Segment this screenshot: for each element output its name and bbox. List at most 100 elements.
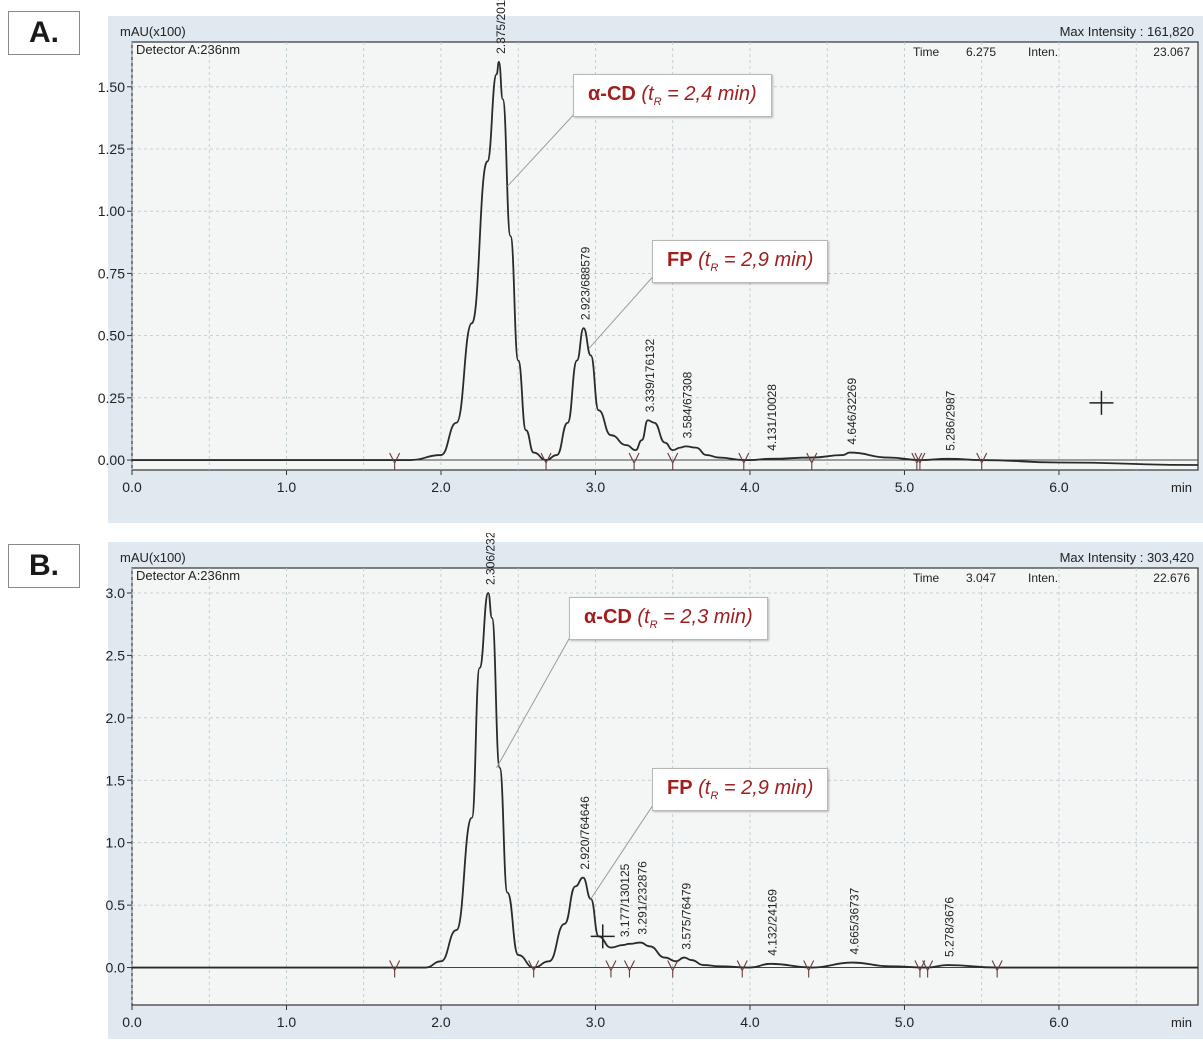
x-tick-label: 2.0 (431, 1014, 451, 1030)
integration-marker (914, 960, 926, 978)
callout-leader-line (496, 629, 575, 769)
integration-marker (806, 452, 818, 471)
x-tick-label: 1.0 (277, 1014, 297, 1030)
integration-marker (667, 452, 679, 471)
integration-marker (738, 452, 750, 471)
callout-tr-label: t (644, 606, 650, 628)
callout-tr-label: t (648, 83, 654, 105)
peak-label: 5.286/2987 (944, 390, 958, 450)
y-axis-unit: mAU(x100) (120, 550, 186, 565)
integration-marker (667, 960, 679, 978)
integration-marker (976, 452, 988, 471)
peak-label: 4.646/32269 (845, 378, 859, 445)
integration-marker (605, 960, 617, 978)
detector-label: Detector A:236nm (136, 568, 240, 583)
callout-leader-line (507, 109, 579, 187)
x-tick-label: 4.0 (740, 479, 760, 495)
inten-value: 23.067 (1153, 45, 1190, 59)
inten-label: Inten. (1028, 571, 1058, 585)
callout-tr-label: t (704, 777, 711, 799)
x-tick-label: 6.0 (1049, 479, 1069, 495)
peak-label: 2.306/2326614 (483, 533, 497, 585)
y-tick-label: 0.5 (106, 897, 126, 913)
crosshair-cursor (1089, 390, 1114, 415)
integration-marker (991, 960, 1003, 978)
panel-label-a: A. (8, 11, 80, 55)
integration-marker (389, 452, 401, 471)
integration-marker (803, 960, 815, 978)
peak-label: 3.177/130125 (618, 863, 632, 937)
x-tick-label: 0.0 (122, 1014, 142, 1030)
callout-compound: α-CD (584, 606, 632, 628)
callout-leader-line (590, 798, 658, 900)
integration-marker (736, 960, 748, 978)
callout-tr-sub: R (649, 619, 658, 631)
x-tick-label: 4.0 (740, 1014, 760, 1030)
integration-marker (389, 960, 401, 978)
time-label: Time (913, 45, 940, 59)
y-tick-label: 2.0 (106, 710, 126, 726)
callout-tr-sub: R (710, 262, 719, 274)
integration-marker (911, 452, 923, 471)
max-intensity: Max Intensity : 161,820 (1060, 24, 1194, 39)
y-tick-label: 1.50 (98, 79, 125, 95)
integration-marker (922, 960, 934, 978)
x-tick-label: 1.0 (277, 479, 297, 495)
peak-label: 4.665/36737 (848, 887, 862, 954)
detector-label: Detector A:236nm (136, 42, 240, 57)
integration-marker (628, 452, 640, 471)
callout-tr-label: t (704, 249, 711, 271)
y-tick-label: 0.0 (106, 960, 126, 976)
callout-tr-sub: R (653, 96, 662, 108)
peak-label: 2.923/688579 (579, 246, 593, 320)
callout-leader-line (588, 271, 658, 349)
callout-compound: FP (667, 249, 693, 271)
callout-compound: α-CD (588, 83, 636, 105)
y-tick-label: 1.25 (98, 141, 125, 157)
x-tick-label: 2.0 (431, 479, 451, 495)
x-axis-unit: min (1171, 480, 1192, 495)
x-tick-label: 0.0 (122, 479, 142, 495)
integration-marker (914, 452, 926, 471)
x-tick-label: 6.0 (1049, 1014, 1069, 1030)
callout-tr-value: = 2,4 min (661, 83, 750, 105)
callout-tr-value: = 2,9 min (718, 249, 807, 271)
chromatogram-trace (132, 592, 1198, 969)
x-tick-label: 5.0 (895, 479, 915, 495)
y-tick-label: 0.50 (98, 328, 125, 344)
callout-a-cd-b: α-CD (tR = 2,3 min) (569, 597, 768, 640)
peak-label: 3.339/176132 (643, 339, 657, 413)
integration-marker (540, 452, 552, 471)
y-tick-label: 2.5 (106, 647, 126, 663)
y-tick-label: 0.25 (98, 390, 125, 406)
callout-compound: FP (667, 777, 693, 799)
crosshair-cursor (590, 924, 615, 949)
peak-label: 3.291/232876 (635, 861, 649, 935)
time-value: 6.275 (966, 45, 996, 59)
x-tick-label: 3.0 (586, 479, 606, 495)
y-tick-label: 0.75 (98, 265, 125, 281)
callout-fp-b: FP (tR = 2,9 min) (652, 768, 829, 811)
peak-label: 2.920/764646 (578, 796, 592, 870)
x-axis-unit: min (1171, 1015, 1192, 1030)
y-axis-unit: mAU(x100) (120, 24, 186, 39)
inten-label: Inten. (1028, 45, 1058, 59)
chromatogram-panel-b: 0.0 0.5 1.0 1.5 2.0 2.5 3.0 0.0 1.0 2.0 3.0 4.0 5.0 6… (0, 533, 1203, 1041)
max-intensity: Max Intensity : 303,420 (1060, 550, 1194, 565)
callout-tr-value: = 2,3 min (657, 606, 746, 628)
time-value: 3.047 (966, 571, 996, 585)
integration-marker (528, 960, 540, 978)
chromatogram-panel-a: 0.00 0.25 0.50 0.75 1.00 1.25 1.50 0.0 1.0 2.0 3.0… (8, 0, 1203, 523)
x-tick-label: 5.0 (895, 1014, 915, 1030)
y-tick-label: 1.5 (106, 772, 126, 788)
y-tick-label: 0.00 (98, 452, 125, 468)
callout-tr-value: = 2,9 min (718, 777, 807, 799)
y-tick-label: 1.00 (98, 203, 125, 219)
callout-tr-sub: R (710, 790, 719, 802)
panel-label-b: B. (8, 544, 80, 588)
integration-marker (623, 960, 635, 978)
peak-label: 4.131/10028 (765, 384, 779, 451)
inten-value: 22.676 (1153, 571, 1190, 585)
y-tick-label: 1.0 (106, 835, 126, 851)
peak-label: 4.132/24169 (765, 889, 779, 956)
